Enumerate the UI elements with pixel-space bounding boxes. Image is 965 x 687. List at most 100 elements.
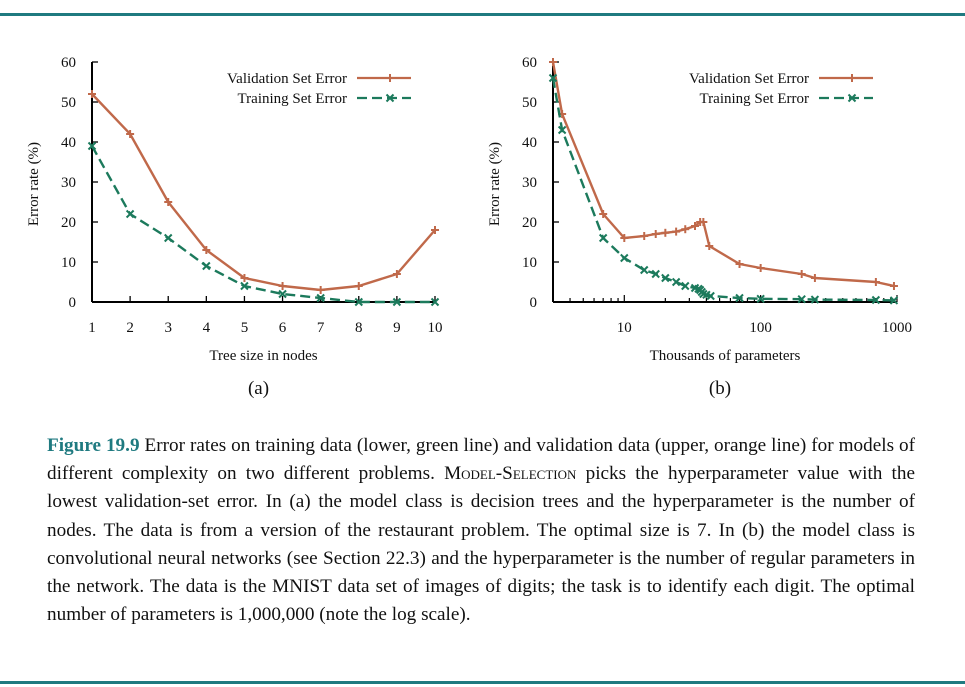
panel-a-validation-point [278,282,287,290]
panel-b-validation-point [549,58,557,66]
x-marker-b [681,281,690,291]
figure-caption: Figure 19.9 Error rates on training data… [47,432,915,629]
figure-label: Figure 19.9 [47,435,140,456]
panel-b-validation-point [672,227,681,236]
panel-b-validation-point [705,242,714,250]
x-marker-b [671,277,681,287]
panel-b-x-tick-label: 1000 [882,320,912,336]
x-marker-b [847,93,857,103]
panel-b-training-point [640,265,649,275]
panel-a-training-point [392,297,402,307]
x-marker-b [640,265,649,275]
x-marker-b [620,253,629,263]
x-marker-b [430,297,440,307]
panel-b-validation-point [735,260,744,268]
x-marker-b [316,293,325,303]
x-marker-b [702,290,711,300]
panel-b-y-tick-label: 60 [522,55,537,71]
panel-b-training-point [797,294,806,304]
panel-a-training-point [240,281,249,291]
x-marker-b [889,296,899,305]
panel-b-training-point [671,277,681,287]
panel-a-x-tick-label: 8 [355,320,363,336]
panel-a-validation-point [240,274,249,282]
panel-b-training-point [548,73,558,83]
panel-a-validation-point [431,226,439,234]
panel-b-training-line [551,77,895,302]
panel-a-x-tick-label: 2 [126,320,134,336]
panel-a-y-tick-label: 50 [61,95,76,111]
panel-b-y-tick-label: 40 [522,135,537,151]
panel-b-legend-label-validation: Validation Set Error [689,71,809,87]
x-marker-b [699,289,708,299]
panel-b-y-tick-label: 50 [522,95,537,111]
panel-a-panel-label: (a) [248,378,269,399]
x-marker-b [797,294,806,304]
panel-a-x-tick-label: 4 [203,320,211,336]
panel-a-training-point [278,289,287,299]
panel-b-validation-point [640,232,649,240]
x-marker-b [548,73,558,83]
panel-a-y-tick-label: 30 [61,175,76,191]
panel-a-x-tick-label: 10 [428,320,443,336]
panel-b-training-point [756,294,765,304]
panel-b-training-point [871,295,881,305]
x-marker-b [240,281,249,291]
x-marker-b [278,289,287,299]
panel-b-validation-point [756,264,765,272]
panel-b-training-point [706,291,715,301]
panel-b-validation-point [797,270,806,278]
panel-b-validation-point [651,230,660,238]
panel-a-x-tick-label: 3 [164,320,172,336]
panel-a-training-point [87,141,97,151]
x-marker-b [661,273,670,283]
panel-b-validation-point [599,210,608,218]
panel-a-x-tick-label: 9 [393,320,401,336]
panel-a-validation-point [316,286,325,294]
panel-a-y-tick-label: 40 [61,135,76,151]
panel-b-validation-point [681,225,690,234]
x-marker-b [354,297,363,307]
panel-b-validation-point [810,274,819,282]
panel-b-y-tick-label: 0 [530,295,538,311]
panel-b-training-point [661,273,670,283]
panel-a-x-tick-label: 7 [317,320,325,336]
x-marker-b [202,261,211,271]
panel-b-validation-point [620,234,629,242]
panel-a-training-point [125,209,135,219]
panel-a-y-axis-label: Error rate (%) [26,142,42,226]
panel-b-training-point [557,125,567,135]
panel-a-validation-point [202,246,211,254]
panel-b-training-point [681,281,690,291]
panel-b-training-point [651,269,660,279]
panel-b-legend-marker-training [847,93,857,103]
panel-a-training-point [354,297,363,307]
panel-b-y-tick-label: 30 [522,175,537,191]
panel-b-validation-point [661,228,670,237]
panel-a-legend-marker-training [385,93,395,103]
panel-b-legend-marker-validation [848,74,856,82]
panel-b-training-point [889,296,899,305]
x-marker-b [690,283,700,293]
panel-a-validation-point [164,198,173,206]
caption-text-part1: Error rates on training data (lower, gre… [47,435,915,485]
panel-a-y-tick-label: 0 [69,295,77,311]
panel-b-y-axis-label: Error rate (%) [487,142,503,226]
panel-a-validation-point [88,90,96,98]
panel-a-validation-point [354,282,363,290]
x-marker-b [706,291,715,301]
caption-text-part2: picks the hyperparameter value with the … [47,463,916,626]
panel-a-training-point [164,233,173,243]
x-marker-b [598,233,608,243]
panel-b-training-point [598,233,608,243]
panel-a-validation-point [126,130,135,138]
panel-b-training-point [810,295,820,304]
panel-b-training-point [735,293,744,303]
panel-b-validation-point [871,278,880,286]
panel-b-validation-point [699,218,708,226]
bottom-rule [0,681,965,684]
figure-charts: 0 10 20 30 40 50 60 1 2 3 4 5 6 7 8 9 10 Tree size in nod… [26,55,912,399]
panel-a-x-tick-label: 6 [279,320,287,336]
x-marker-b [87,141,97,151]
x-marker-b [125,209,135,219]
